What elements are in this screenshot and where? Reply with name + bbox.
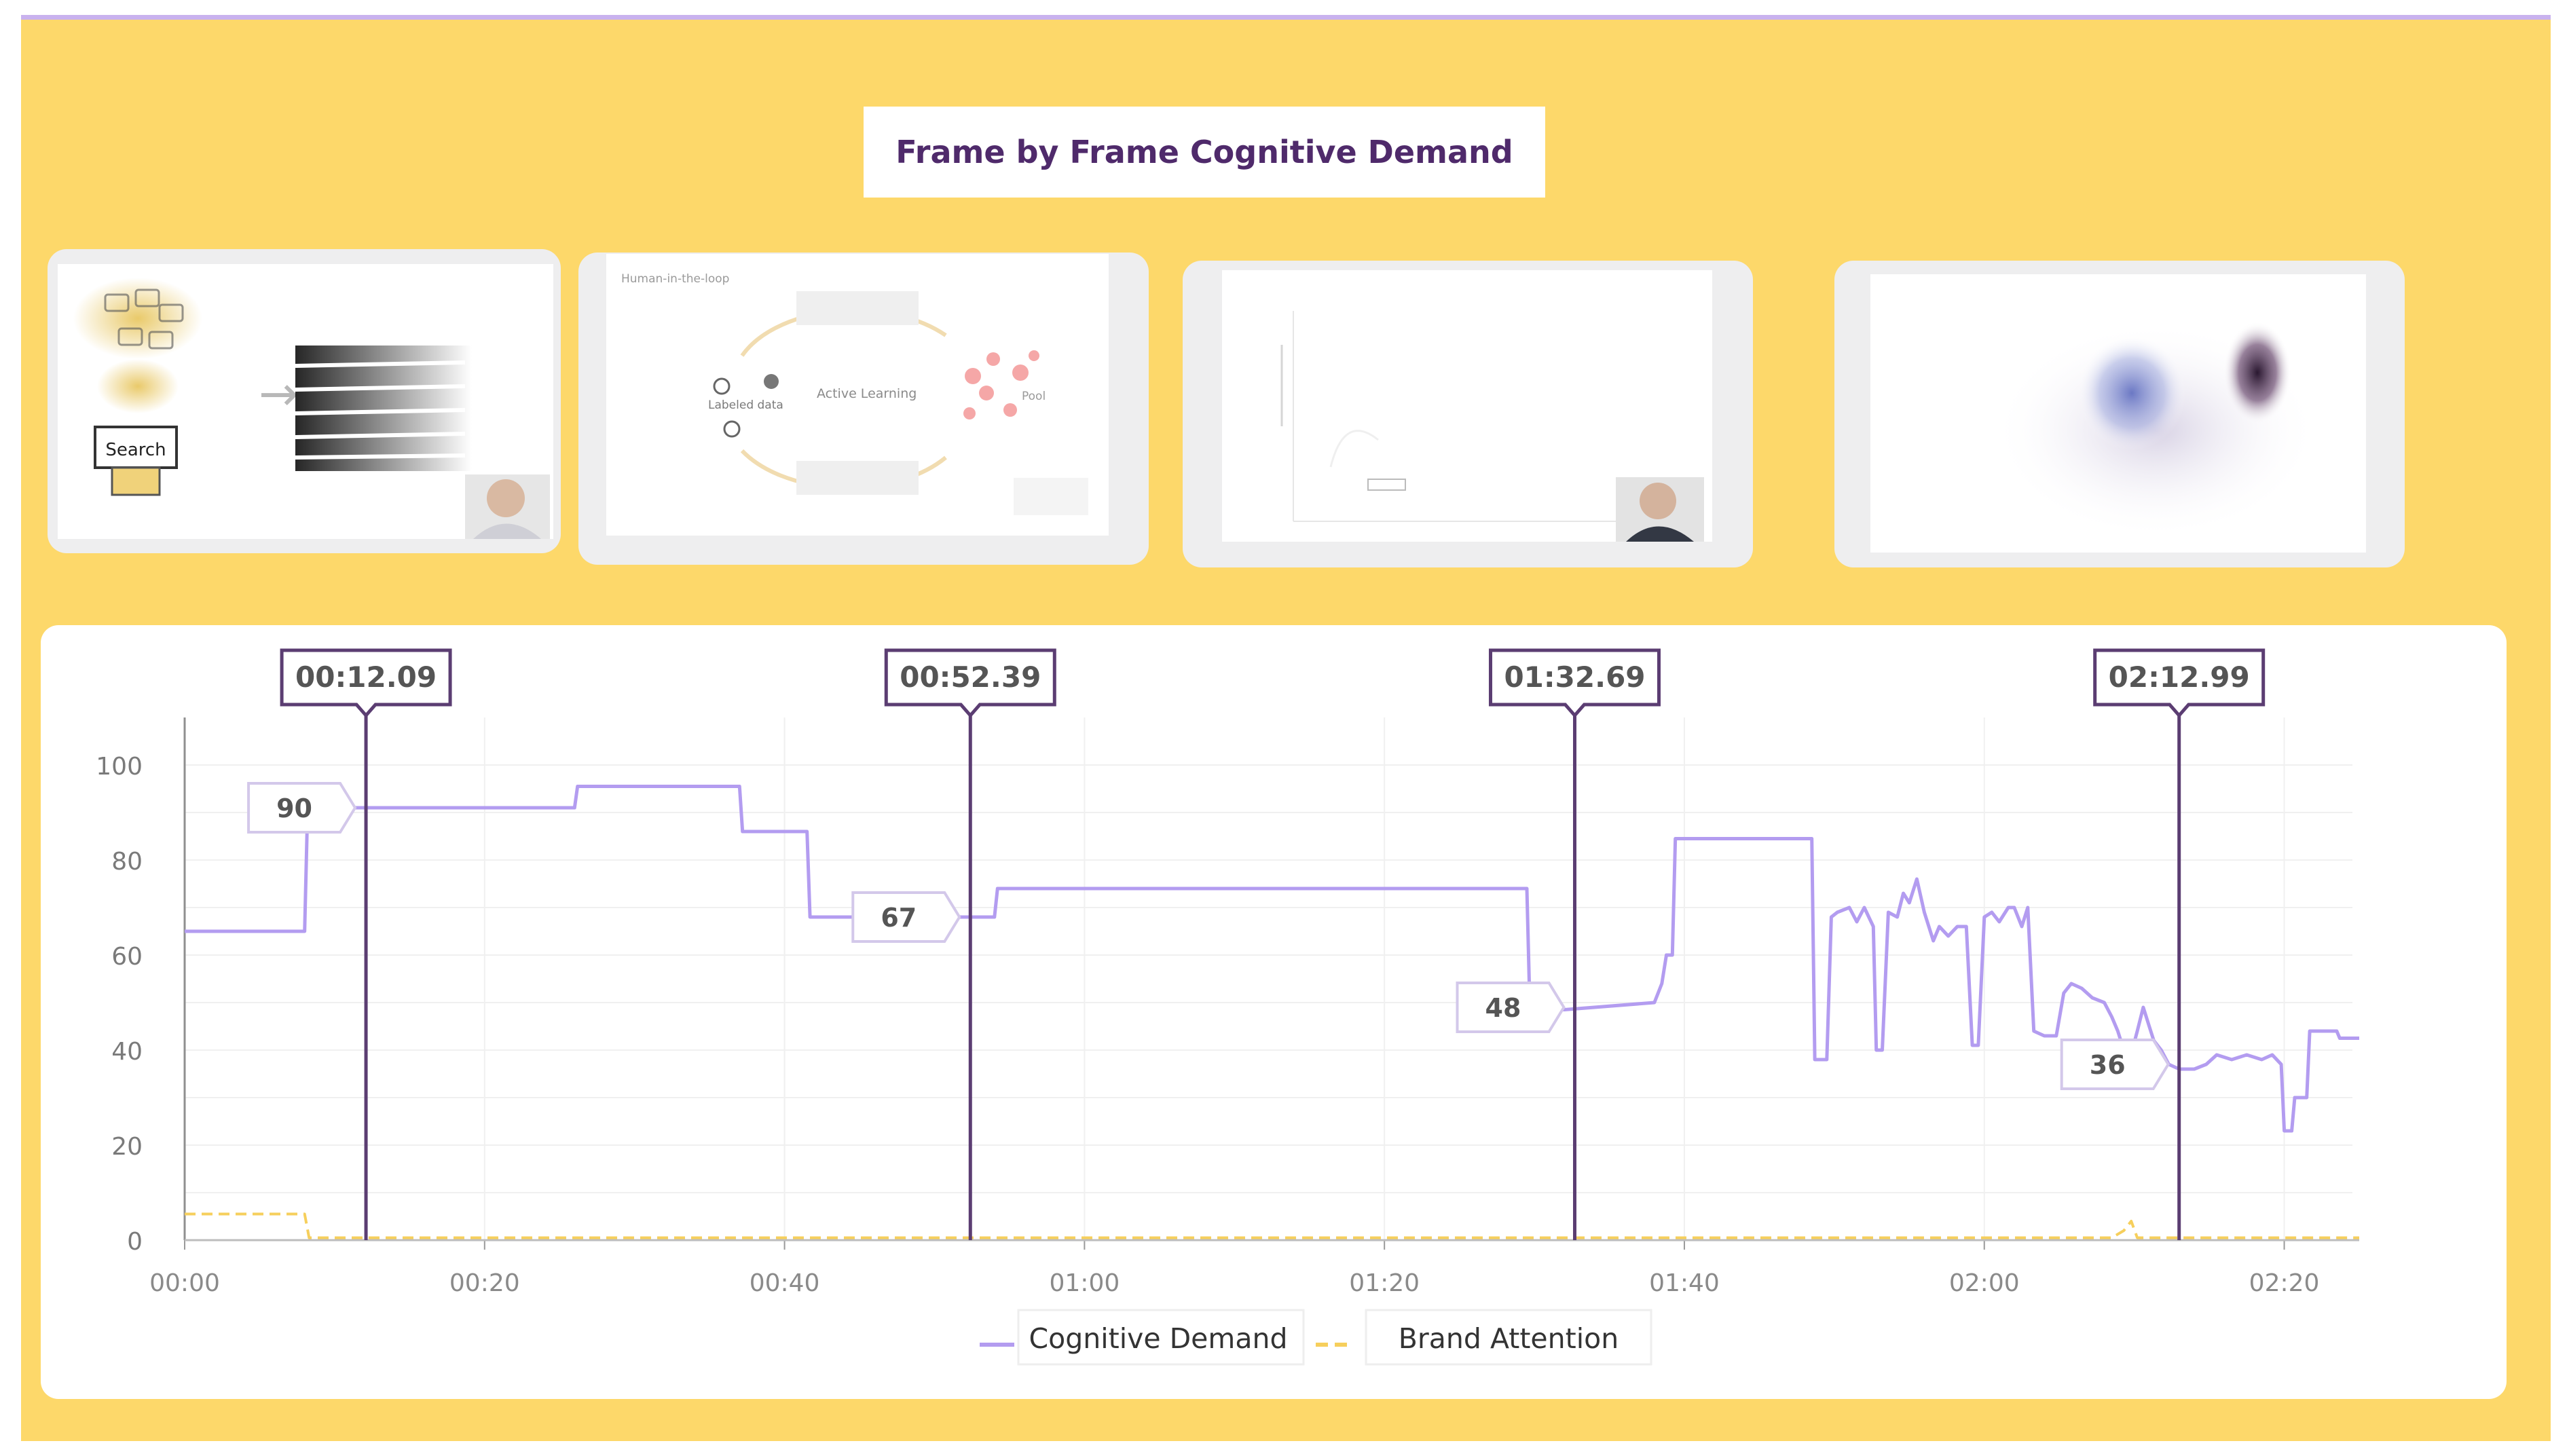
presenter-face — [487, 479, 525, 517]
blurred-face-right — [2223, 322, 2291, 424]
unlabeled-dot-icon — [713, 377, 731, 395]
y-tick-label: 40 — [111, 1038, 143, 1066]
frame-illustration-4 — [1993, 322, 2318, 539]
cognitive-demand-line — [185, 785, 2359, 1133]
time-marker-label: 00:52.39 — [900, 660, 1041, 694]
frame-thumbnail-1[interactable]: Search → — [48, 249, 561, 553]
chart-axes: 0 20 40 60 80 100 00:00 00:20 00:40 01:00 01:20 01:… — [96, 717, 2359, 1297]
frame-thumbnail-4[interactable] — [1834, 261, 2405, 567]
chart-time-markers: 00:12.09 90 00:52.39 67 01:32.69 48 02:12.99 36 — [247, 648, 2266, 1240]
pool-label: Pool — [1022, 390, 1046, 403]
frame-image-2: Human-in-the-loop Labeled data Active Le… — [606, 254, 1109, 536]
x-tick-label: 01:00 — [1050, 1269, 1120, 1297]
chart-card — [41, 625, 2507, 1399]
title-box: Frame by Frame Cognitive Demand — [864, 107, 1545, 198]
legend-item-cognitive[interactable] — [1017, 1309, 1305, 1366]
x-tick-label: 01:40 — [1649, 1269, 1720, 1297]
y-tick-label: 80 — [111, 848, 143, 876]
time-marker-box — [280, 648, 452, 718]
x-tick-label: 02:20 — [2249, 1269, 2320, 1297]
time-marker-box — [1488, 648, 1661, 718]
page-title: Frame by Frame Cognitive Demand — [895, 134, 1513, 170]
slide-title: Human-in-the-loop — [621, 272, 729, 286]
y-tick-label: 60 — [111, 943, 143, 971]
presenter-face — [1640, 483, 1676, 519]
y-tick-label: 20 — [111, 1133, 143, 1161]
blurred-face-left — [2077, 335, 2186, 451]
search-label: Search — [105, 440, 166, 460]
time-marker[interactable]: 00:12.09 90 — [247, 648, 452, 1240]
labeled-data-label: Labeled data — [708, 398, 783, 412]
arrow-right-icon: → — [259, 366, 299, 422]
time-marker[interactable]: 01:32.69 48 — [1456, 648, 1661, 1240]
legend-item-brand[interactable] — [1365, 1309, 1652, 1366]
frame-thumbnail-3[interactable] — [1183, 261, 1753, 567]
legend-brand-label: Brand Attention — [1399, 1322, 1619, 1355]
value-callout-box — [247, 782, 357, 834]
x-tick-label: 00:00 — [149, 1269, 220, 1297]
x-tick-label: 00:20 — [449, 1269, 520, 1297]
brand-attention-line — [185, 1212, 2359, 1239]
time-marker-label: 02:12.99 — [2109, 660, 2250, 694]
frame-thumbnail-2[interactable]: Human-in-the-loop Labeled data Active Le… — [578, 253, 1149, 565]
value-callout-label: 90 — [276, 794, 312, 823]
labeled-dot-icon — [764, 374, 779, 389]
value-callout-box — [1456, 982, 1566, 1033]
documents-stack-illustration — [295, 346, 472, 471]
x-tick-label: 02:00 — [1949, 1269, 2020, 1297]
chart-series — [185, 785, 2359, 1239]
frame-image-1: Search → — [58, 264, 553, 539]
frame-illustration-2: Human-in-the-loop Labeled data Active Le… — [621, 272, 1088, 515]
frame-image-4 — [1870, 274, 2366, 553]
time-marker-box — [2093, 648, 2266, 718]
plot-legend-box — [1367, 479, 1406, 491]
frame-illustration-1: Search → — [73, 278, 550, 539]
frame-illustration-3 — [1280, 311, 1704, 542]
value-callout-box — [851, 891, 961, 943]
time-marker[interactable]: 02:12.99 36 — [2060, 648, 2266, 1240]
legend-cognitive-label: Cognitive Demand — [1029, 1322, 1288, 1355]
x-tick-label: 00:40 — [750, 1269, 820, 1297]
time-marker-label: 01:32.69 — [1504, 660, 1645, 694]
x-tick-label: 01:20 — [1349, 1269, 1420, 1297]
value-callout-label: 48 — [1485, 993, 1521, 1023]
chart-legend: Cognitive Demand Brand Attention — [980, 1309, 1652, 1366]
value-callout-label: 36 — [2090, 1050, 2126, 1080]
chart-grid — [184, 717, 2352, 1241]
frame-image-3 — [1222, 270, 1712, 542]
time-marker-label: 00:12.09 — [295, 660, 437, 694]
y-tick-label: 0 — [127, 1228, 143, 1256]
value-callout-label: 67 — [881, 903, 917, 933]
time-marker-box — [884, 648, 1056, 718]
value-callout-box — [2060, 1039, 2170, 1090]
pool-dots-illustration — [963, 350, 1039, 419]
y-tick-label: 100 — [96, 753, 143, 781]
time-marker[interactable]: 00:52.39 67 — [851, 648, 1056, 1240]
active-learning-label: Active Learning — [817, 386, 917, 401]
